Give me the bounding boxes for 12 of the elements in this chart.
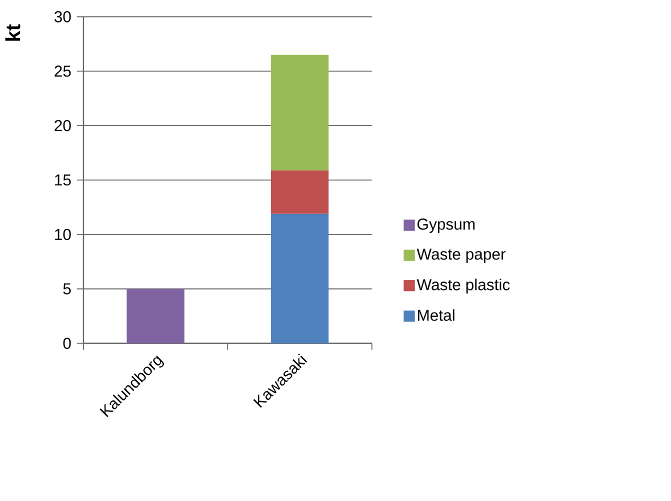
y-axis-title: kt	[5, 24, 20, 41]
y-tick-label: 0	[63, 338, 71, 350]
y-tick-label: 5	[63, 284, 71, 295]
y-tick-label: 20	[54, 120, 71, 132]
legend-label: Waste paper	[416, 248, 506, 264]
y-tick-label: 15	[55, 174, 71, 186]
y-tick-label: 25	[54, 66, 71, 77]
legend-label: Waste plastic	[416, 278, 510, 294]
legend-label: Metal	[418, 309, 454, 322]
y-tick-label: 10	[55, 229, 71, 240]
y-tick-label: 30	[54, 11, 71, 23]
legend-label: Gypsum	[417, 218, 475, 234]
